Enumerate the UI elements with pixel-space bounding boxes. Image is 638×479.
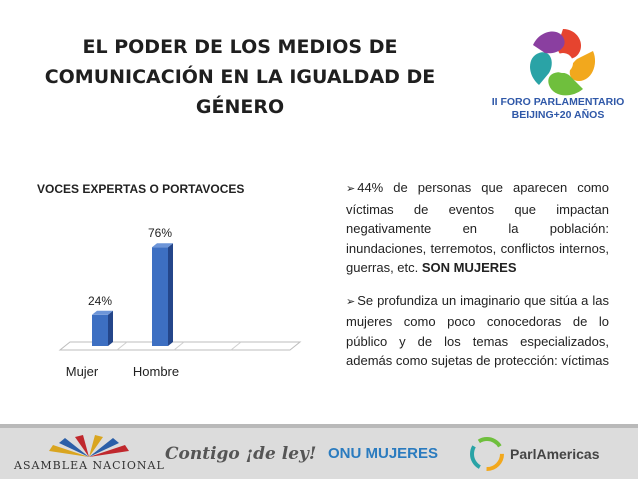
asamblea-emblem-icon: [49, 435, 130, 457]
bar-mujer: [92, 314, 108, 346]
slide-title: EL PODER DE LOS MEDIOS DE COMUNICACIÓN E…: [30, 32, 450, 122]
footer: ASAMBLEA NACIONAL Contigo ¡de ley! ONU M…: [0, 428, 638, 479]
parlamericas-swirl-icon: [470, 436, 504, 471]
asamblea-logo: ASAMBLEA NACIONAL: [14, 428, 165, 479]
arrow-check-icon: ➢: [346, 295, 356, 308]
bullet-list: ➢ 44% de personas que aparecen como vícti…: [346, 178, 609, 384]
title-line-2: COMUNICACIÓN EN LA IGUALDAD DE: [44, 66, 436, 88]
bullet-item-1: ➢ 44% de personas que aparecen como vícti…: [346, 178, 609, 278]
value-label-hombre: 76%: [148, 226, 172, 240]
chart-floor: [58, 341, 302, 351]
onu-mujeres-logo: ONU MUJERES: [328, 428, 438, 479]
category-label-hombre: Hombre: [133, 364, 179, 379]
foro-logo-caption: II FORO PARLAMENTARIO BEIJING+20 AÑOS: [478, 96, 638, 122]
bar-chart: 24% Mujer 76% Hombre: [58, 226, 302, 379]
bullet-1-text: 44% de personas que aparecen como víctim…: [346, 180, 609, 275]
bullet-item-2: ➢ Se profundiza un imaginario que sitúa a…: [346, 291, 609, 371]
parlamericas-logo: ParlAmericas: [470, 428, 600, 479]
bar-top-mujer: [92, 310, 113, 315]
bullet-2-text: Se profundiza un imaginario que sitúa a …: [346, 292, 610, 369]
logo-line-2: BEIJING+20 AÑOS: [511, 109, 605, 121]
parlamericas-label: ParlAmericas: [510, 445, 600, 462]
bar-side-mujer: [108, 310, 113, 346]
bar-top-hombre: [152, 243, 173, 248]
foro-logo-icon: [530, 29, 596, 96]
contigo-slogan: Contigo ¡de ley!: [165, 443, 317, 464]
chart-floor-tick: [116, 341, 128, 351]
chart-floor-tick: [230, 341, 242, 351]
asamblea-label: ASAMBLEA NACIONAL: [14, 459, 165, 472]
footer-divider: [0, 424, 638, 429]
category-label-mujer: Mujer: [66, 364, 99, 379]
arrow-check-icon: ➢: [346, 183, 356, 195]
chart-title: VOCES EXPERTAS O PORTAVOCES: [37, 182, 245, 196]
chart-floor-tick: [173, 341, 185, 351]
title-line-1: EL PODER DE LOS MEDIOS DE: [82, 36, 398, 58]
bar-side-hombre: [168, 243, 173, 346]
bar-hombre: [152, 247, 168, 346]
title-line-3: GÉNERO: [195, 96, 285, 118]
bullet-1-bold: SON MUJERES: [421, 260, 517, 275]
logo-line-1: II FORO PARLAMENTARIO: [491, 96, 625, 108]
onu-mujeres-label: ONU MUJERES: [328, 445, 439, 462]
value-label-mujer: 24%: [88, 294, 112, 308]
